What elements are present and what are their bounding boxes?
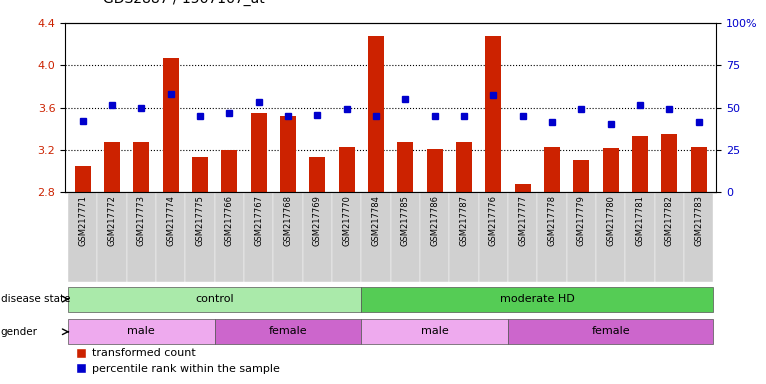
FancyBboxPatch shape [68,287,362,311]
Bar [368,36,384,192]
Text: GSM217777: GSM217777 [518,195,527,246]
Text: GSM217770: GSM217770 [342,195,351,246]
Bar [339,147,355,192]
Bar [398,142,414,192]
Bar [537,192,567,282]
Bar [221,150,237,192]
Bar [661,134,677,192]
FancyBboxPatch shape [508,319,713,344]
Text: GSM217786: GSM217786 [430,195,439,246]
Text: female: female [591,326,630,336]
Bar [420,192,450,282]
Bar [515,184,531,192]
Text: GSM217784: GSM217784 [372,195,381,246]
Text: GSM217782: GSM217782 [665,195,674,246]
Bar [544,147,560,192]
Bar [244,192,273,282]
Bar [303,192,332,282]
Text: GSM217767: GSM217767 [254,195,264,246]
Text: GSM217772: GSM217772 [107,195,116,246]
FancyBboxPatch shape [362,319,508,344]
Bar [214,192,244,282]
Text: gender: gender [1,327,38,337]
Text: GSM217783: GSM217783 [694,195,703,246]
Bar [690,147,707,192]
Bar [655,192,684,282]
Text: GSM217766: GSM217766 [225,195,234,246]
Bar [632,136,648,192]
Bar [162,58,178,192]
Text: GSM217787: GSM217787 [460,195,469,246]
Text: GSM217779: GSM217779 [577,195,586,246]
Bar [309,157,326,192]
Bar [156,192,185,282]
Bar [391,192,420,282]
Text: disease state: disease state [1,294,70,304]
Bar [485,36,502,192]
FancyBboxPatch shape [362,287,713,311]
Bar [573,161,589,192]
Text: GSM217769: GSM217769 [313,195,322,246]
Bar [273,192,303,282]
Bar [133,142,149,192]
Text: GSM217774: GSM217774 [166,195,175,246]
Text: GSM217778: GSM217778 [548,195,556,246]
Text: male: male [127,326,155,336]
Text: GSM217768: GSM217768 [283,195,293,246]
Text: GSM217781: GSM217781 [636,195,644,246]
Bar [456,142,472,192]
Bar [74,166,91,192]
Text: female: female [269,326,307,336]
Bar [192,157,208,192]
Bar [68,192,97,282]
Bar [362,192,391,282]
Bar [596,192,625,282]
Text: GSM217776: GSM217776 [489,195,498,246]
Text: male: male [421,326,449,336]
Bar [280,116,296,192]
Text: GSM217773: GSM217773 [137,195,146,246]
Text: control: control [195,294,234,304]
FancyBboxPatch shape [214,319,362,344]
Bar [450,192,479,282]
Text: moderate HD: moderate HD [500,294,574,304]
Bar [427,149,443,192]
Bar [104,142,120,192]
Text: GDS2887 / 1567167_at: GDS2887 / 1567167_at [103,0,265,6]
Bar [479,192,508,282]
Text: GSM217775: GSM217775 [195,195,205,246]
Text: GSM217785: GSM217785 [401,195,410,246]
Bar [185,192,214,282]
Bar [625,192,655,282]
FancyBboxPatch shape [68,319,214,344]
Bar [603,147,619,192]
Bar [250,113,267,192]
Bar [332,192,362,282]
Text: GSM217780: GSM217780 [606,195,615,246]
Bar [97,192,126,282]
Bar [126,192,156,282]
Bar [567,192,596,282]
Bar [508,192,537,282]
Legend: transformed count, percentile rank within the sample: transformed count, percentile rank withi… [70,344,284,379]
Text: GSM217771: GSM217771 [78,195,87,246]
Bar [684,192,713,282]
